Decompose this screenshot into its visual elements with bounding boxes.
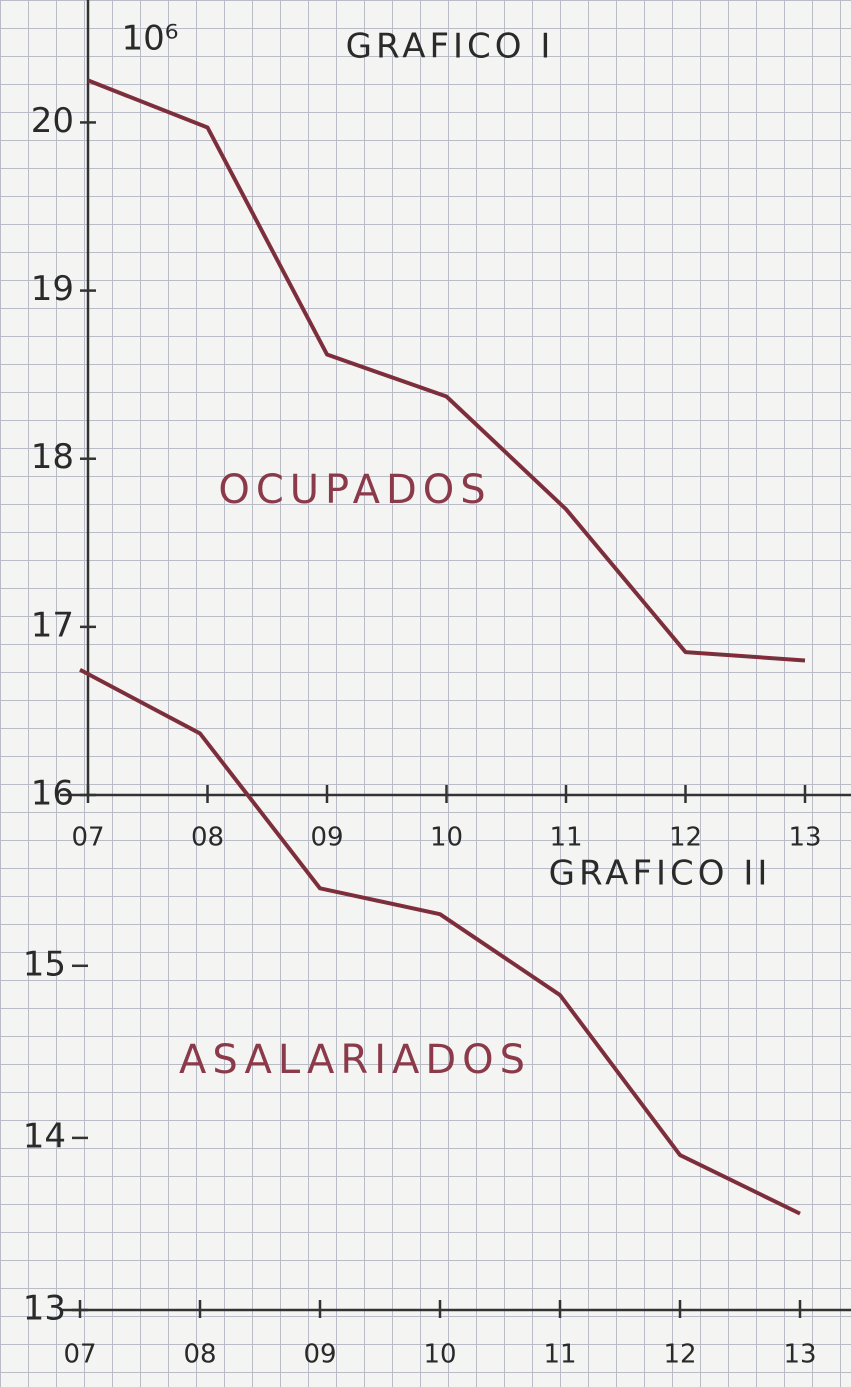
data-line-pencil <box>87 79 806 662</box>
x-tick-label: 09 <box>310 823 343 853</box>
x-tick-label: 07 <box>63 1340 96 1370</box>
chart-title: GRAFICO II <box>549 854 772 894</box>
y-tick-label: 20 <box>31 101 74 141</box>
y-tick-label: 15 <box>23 944 66 984</box>
x-tick-label: 12 <box>663 1340 696 1370</box>
y-tick-label: 19 <box>31 269 74 309</box>
series-label: OCUPADOS <box>218 467 491 513</box>
data-line-pencil <box>79 669 801 1215</box>
x-tick-label: 13 <box>788 823 821 853</box>
x-tick-label: 13 <box>783 1340 816 1370</box>
x-tick-label: 07 <box>71 823 104 853</box>
y-tick-label: 14 <box>23 1116 66 1156</box>
annotation: 10⁶ <box>122 19 179 59</box>
x-tick-label: 11 <box>549 823 582 853</box>
y-tick-label: 16 <box>31 774 74 814</box>
chart-title: GRAFICO I <box>346 27 555 67</box>
x-tick-label: 08 <box>191 823 224 853</box>
y-tick-label: 18 <box>31 437 74 477</box>
y-tick-label: 13 <box>23 1289 66 1329</box>
y-tick-label: 17 <box>31 605 74 645</box>
data-line <box>87 78 806 663</box>
x-tick-label: 09 <box>303 1340 336 1370</box>
data-line <box>79 668 801 1216</box>
x-tick-label: 10 <box>430 823 463 853</box>
x-tick-label: 10 <box>423 1340 456 1370</box>
x-tick-label: 12 <box>669 823 702 853</box>
x-tick-label: 08 <box>183 1340 216 1370</box>
series-label: ASALARIADOS <box>179 1037 531 1083</box>
x-tick-label: 11 <box>543 1340 576 1370</box>
